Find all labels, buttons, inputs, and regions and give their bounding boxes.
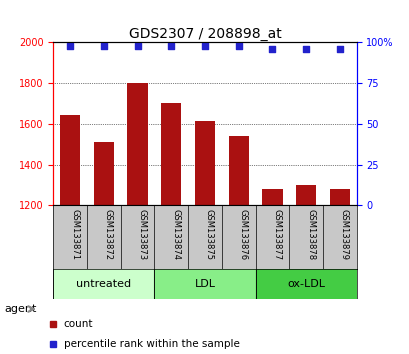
Text: GSM133873: GSM133873 (137, 209, 146, 259)
Bar (295, 185, 315, 205)
Bar (161, 103, 181, 205)
Point (168, 43, 174, 48)
Bar (262, 189, 282, 205)
Text: ox-LDL: ox-LDL (286, 279, 324, 289)
Point (67, 43, 73, 48)
Bar (329, 189, 349, 205)
Bar (228, 136, 248, 205)
Point (268, 46, 275, 52)
Text: count: count (63, 319, 93, 329)
Text: GSM133877: GSM133877 (272, 209, 281, 259)
Point (336, 46, 342, 52)
Text: untreated: untreated (76, 279, 131, 289)
Point (201, 43, 208, 48)
Bar (60, 115, 80, 205)
Text: GSM133871: GSM133871 (70, 209, 79, 259)
Bar (255, 269, 356, 299)
Text: GSM133875: GSM133875 (204, 209, 213, 259)
Text: GSM133878: GSM133878 (306, 209, 315, 259)
Text: GSM133874: GSM133874 (171, 209, 180, 259)
Bar (127, 83, 147, 205)
Bar (94, 142, 114, 205)
Text: LDL: LDL (194, 279, 215, 289)
Bar (53, 269, 154, 299)
Text: agent: agent (4, 304, 36, 314)
Point (134, 43, 141, 48)
Text: GSM133879: GSM133879 (339, 209, 348, 259)
Text: GSM133872: GSM133872 (103, 209, 112, 259)
Title: GDS2307 / 208898_at: GDS2307 / 208898_at (128, 28, 281, 41)
Bar (154, 269, 255, 299)
Text: percentile rank within the sample: percentile rank within the sample (63, 339, 239, 349)
Point (235, 43, 241, 48)
Text: GSM133876: GSM133876 (238, 209, 247, 259)
Point (100, 43, 107, 48)
Bar (194, 121, 215, 205)
Point (302, 46, 309, 52)
